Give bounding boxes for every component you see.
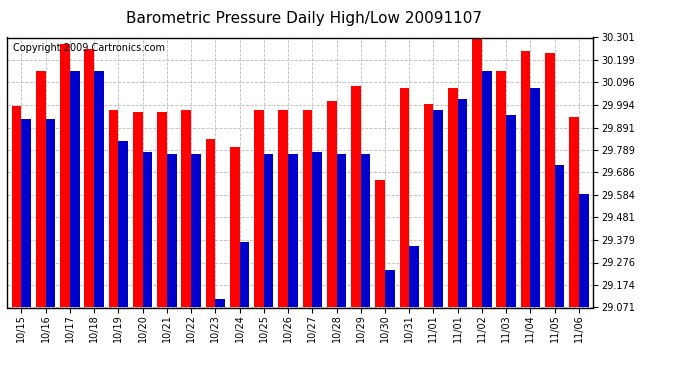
Bar — [12, 106, 21, 308]
Bar — [143, 152, 152, 308]
Bar — [400, 88, 409, 308]
Bar — [278, 110, 288, 308]
Bar — [361, 154, 371, 308]
Bar — [337, 154, 346, 308]
Bar — [375, 180, 385, 308]
Bar — [84, 49, 94, 308]
Bar — [545, 53, 555, 307]
Bar — [36, 70, 46, 308]
Bar — [157, 112, 167, 308]
Bar — [506, 114, 516, 308]
Bar — [531, 88, 540, 308]
Text: Copyright 2009 Cartronics.com: Copyright 2009 Cartronics.com — [13, 43, 165, 53]
Bar — [60, 44, 70, 308]
Bar — [46, 119, 55, 308]
Bar — [109, 110, 119, 308]
Bar — [482, 70, 491, 308]
Bar — [327, 101, 337, 308]
Bar — [21, 119, 31, 308]
Bar — [239, 242, 249, 308]
Bar — [313, 152, 322, 308]
Text: Barometric Pressure Daily High/Low 20091107: Barometric Pressure Daily High/Low 20091… — [126, 11, 482, 26]
Bar — [351, 86, 361, 308]
Bar — [94, 70, 104, 308]
Bar — [424, 104, 433, 308]
Bar — [409, 246, 419, 308]
Bar — [167, 154, 177, 308]
Bar — [569, 117, 579, 308]
Bar — [119, 141, 128, 308]
Bar — [133, 112, 143, 308]
Bar — [70, 70, 79, 308]
Bar — [385, 270, 395, 308]
Bar — [264, 154, 273, 308]
Bar — [181, 110, 191, 308]
Bar — [303, 110, 313, 308]
Bar — [215, 299, 225, 307]
Bar — [206, 139, 215, 308]
Bar — [521, 51, 531, 308]
Bar — [579, 194, 589, 308]
Bar — [230, 147, 239, 308]
Bar — [457, 99, 467, 308]
Bar — [433, 110, 443, 308]
Bar — [555, 165, 564, 308]
Bar — [497, 70, 506, 308]
Bar — [472, 31, 482, 308]
Bar — [191, 154, 201, 308]
Bar — [254, 110, 264, 308]
Bar — [288, 154, 297, 308]
Bar — [448, 88, 457, 308]
